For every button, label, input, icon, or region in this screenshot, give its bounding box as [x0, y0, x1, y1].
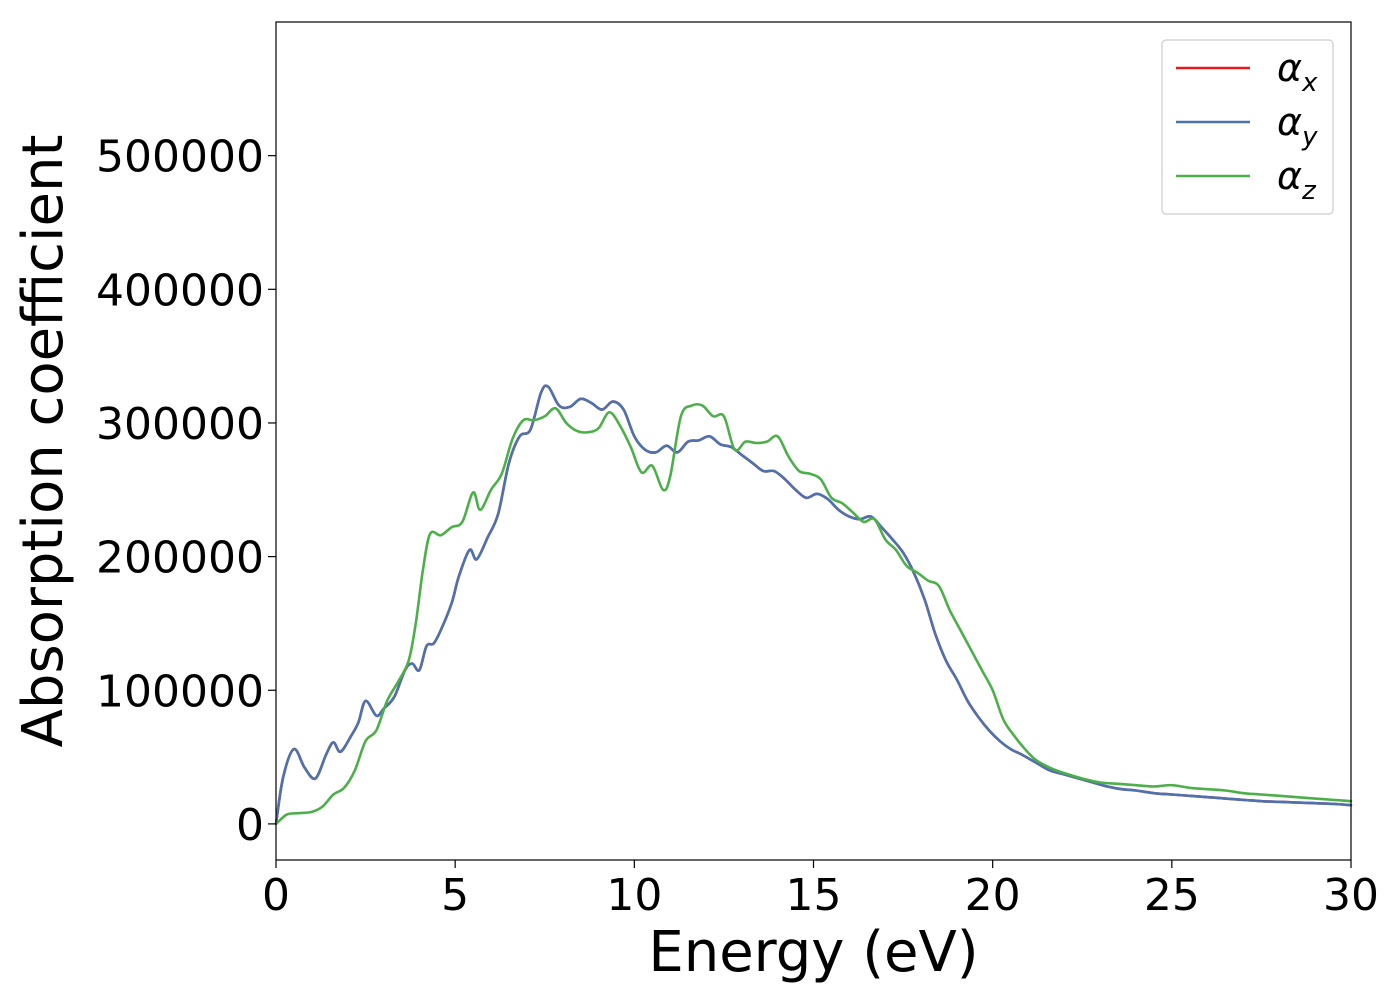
legend-frame: [1161, 39, 1334, 215]
x-tick-label: 20: [965, 870, 1021, 921]
x-axis-label: Energy (eV): [648, 920, 978, 985]
legend-label-subscript: z: [1301, 176, 1317, 206]
y-tick-label: 400000: [96, 265, 264, 316]
legend-label-base: α: [1277, 46, 1302, 90]
legend-label-subscript: y: [1301, 122, 1318, 152]
legend-label-subscript: x: [1301, 68, 1318, 98]
x-tick-label: 25: [1144, 870, 1200, 921]
x-axis-ticks: 0 5 10 15 20 25 30: [262, 860, 1379, 921]
y-tick-label: 200000: [96, 533, 264, 584]
x-tick-label: 15: [786, 870, 842, 921]
x-tick-label: 0: [262, 870, 290, 921]
y-tick-label: 100000: [96, 666, 264, 717]
legend-label-z: αz: [1277, 154, 1317, 206]
y-tick-label: 500000: [96, 132, 264, 183]
legend-label-base: α: [1277, 154, 1302, 198]
series-line-z: [274, 402, 1353, 826]
x-tick-label: 5: [441, 870, 469, 921]
series-layer: [274, 384, 1353, 826]
y-tick-label: 300000: [96, 399, 264, 450]
legend-label-x: αx: [1277, 46, 1318, 98]
y-axis-label: Absorption coefficient: [11, 135, 76, 748]
legend-label-base: α: [1277, 100, 1302, 144]
x-tick-label: 30: [1323, 870, 1379, 921]
y-tick-label: 0: [236, 800, 264, 851]
x-tick-label: 10: [606, 870, 662, 921]
y-axis-ticks: 0 100000 200000 300000 400000 500000: [96, 132, 276, 851]
legend-label-y: αy: [1277, 100, 1318, 152]
